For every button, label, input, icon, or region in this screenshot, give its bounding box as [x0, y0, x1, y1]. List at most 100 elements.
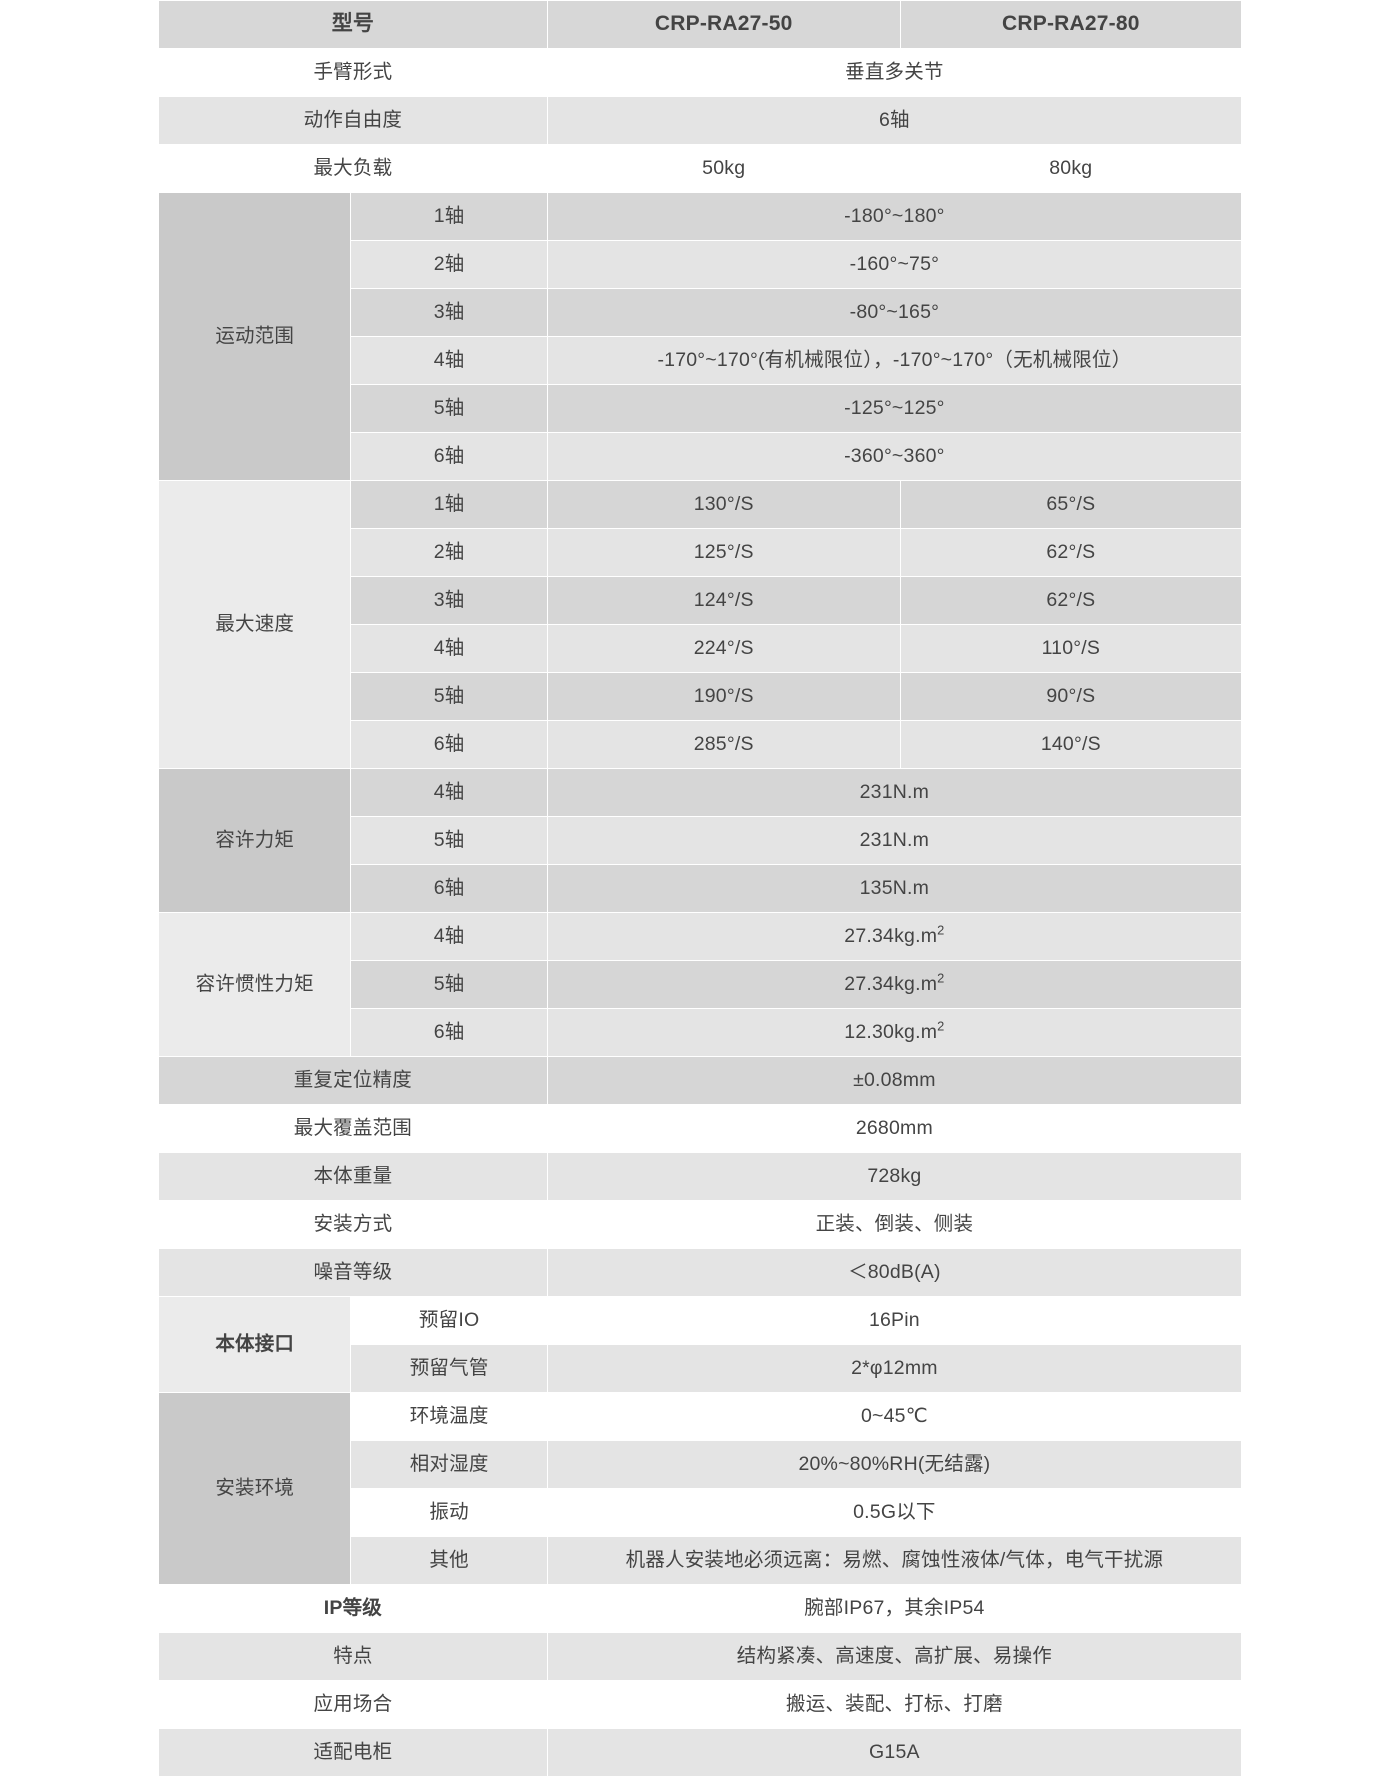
row-label-cabinet: 适配电柜 — [158, 1728, 548, 1777]
value-speed-axis-4-m2: 110°/S — [899, 624, 1243, 673]
table-row: 4轴 224°/S 110°/S — [159, 624, 1243, 673]
value-motion-axis-5: -125°~125° — [546, 384, 1243, 433]
value-motion-axis-2: -160°~75° — [546, 240, 1243, 289]
table-row: 本体重量 728kg — [158, 1152, 1243, 1201]
table-row: 安装环境 环境温度 0~45℃ — [157, 1392, 1243, 1585]
row-value-cabinet: G15A — [546, 1728, 1243, 1777]
sub-label-torque-axis-5: 5轴 — [350, 816, 548, 865]
sub-label-speed-axis-4: 4轴 — [350, 624, 548, 673]
value-speed-axis-2-m1: 125°/S — [546, 528, 901, 577]
sub-label-motion-axis-6: 6轴 — [350, 432, 548, 481]
table-row: 最大负载 50kg 80kg — [158, 144, 1243, 193]
sub-label-speed-axis-3: 3轴 — [350, 576, 548, 625]
value-speed-axis-3-m1: 124°/S — [546, 576, 901, 625]
sub-label-vibration: 振动 — [350, 1488, 548, 1537]
value-reserved-io: 16Pin — [546, 1296, 1243, 1345]
value-speed-axis-3-m2: 62°/S — [899, 576, 1243, 625]
value-inertia-axis-5: 27.34kg.m2 — [546, 960, 1243, 1009]
group-label-max-speed: 最大速度 — [157, 480, 352, 769]
row-value-applications: 搬运、装配、打标、打磨 — [546, 1680, 1243, 1729]
value-inertia-axis-4: 27.34kg.m2 — [546, 912, 1243, 961]
group-label-motion-range: 运动范围 — [157, 192, 352, 481]
sub-label-ambient-temp: 环境温度 — [350, 1392, 548, 1441]
sub-label-speed-axis-6: 6轴 — [350, 720, 548, 769]
sub-label-speed-axis-5: 5轴 — [350, 672, 548, 721]
row-value-arm-type: 垂直多关节 — [546, 48, 1243, 97]
sub-label-motion-axis-5: 5轴 — [350, 384, 548, 433]
sub-label-humidity: 相对湿度 — [350, 1440, 548, 1489]
table-row: 噪音等级 ＜80dB(A) — [158, 1248, 1243, 1297]
table-row: 最大速度 1轴 130°/S 65°/S — [157, 480, 1243, 769]
table-row: 5轴 -125°~125° — [159, 384, 1243, 433]
row-value-payload-1: 50kg — [546, 144, 901, 193]
row-value-repeatability: ±0.08mm — [546, 1056, 1243, 1105]
header-label: 型号 — [158, 0, 548, 49]
sub-label-other: 其他 — [350, 1536, 548, 1585]
table-row: 最大覆盖范围 2680mm — [158, 1104, 1243, 1153]
sub-label-motion-axis-3: 3轴 — [350, 288, 548, 337]
sub-label-inertia-axis-6: 6轴 — [350, 1008, 548, 1057]
value-other: 机器人安装地必须远离：易燃、腐蚀性液体/气体，电气干扰源 — [546, 1536, 1243, 1585]
table-row: 3轴 -80°~165° — [159, 288, 1243, 337]
sub-label-motion-axis-4: 4轴 — [350, 336, 548, 385]
value-inertia-axis-4-sup: 2 — [937, 922, 945, 938]
sub-label-torque-axis-4: 4轴 — [350, 768, 548, 817]
table-row: 2轴 125°/S 62°/S — [159, 528, 1243, 577]
table-row: 5轴 27.34kg.m2 — [159, 960, 1243, 1009]
row-label-arm-type: 手臂形式 — [158, 48, 548, 97]
value-speed-axis-4-m1: 224°/S — [546, 624, 901, 673]
robot-spec-table: 型号 CRP-RA27-50 CRP-RA27-80 手臂形式 垂直多关节 动作… — [157, 0, 1243, 1777]
row-value-noise: ＜80dB(A) — [546, 1248, 1243, 1297]
value-humidity: 20%~80%RH(无结露) — [546, 1440, 1243, 1489]
value-motion-axis-6: -360°~360° — [546, 432, 1243, 481]
value-inertia-axis-6-text: 12.30kg.m — [844, 1021, 938, 1044]
table-row: 特点 结构紧凑、高速度、高扩展、易操作 — [158, 1632, 1243, 1681]
table-row: 本体接口 预留IO 16Pin — [157, 1296, 1243, 1393]
row-label-applications: 应用场合 — [158, 1680, 548, 1729]
group-label-allowed-torque: 容许力矩 — [157, 768, 352, 913]
value-inertia-axis-6-sup: 2 — [937, 1018, 945, 1034]
row-label-mounting: 安装方式 — [158, 1200, 548, 1249]
row-value-ip-rating: 腕部IP67，其余IP54 — [546, 1584, 1243, 1633]
sub-label-inertia-axis-4: 4轴 — [350, 912, 548, 961]
table-row: 其他 机器人安装地必须远离：易燃、腐蚀性液体/气体，电气干扰源 — [159, 1536, 1243, 1585]
value-speed-axis-2-m2: 62°/S — [899, 528, 1243, 577]
table-row: 6轴 135N.m — [159, 864, 1243, 913]
header-model-1: CRP-RA27-50 — [546, 0, 901, 49]
value-speed-axis-1-m1: 130°/S — [546, 480, 901, 529]
sub-label-torque-axis-6: 6轴 — [350, 864, 548, 913]
value-vibration: 0.5G以下 — [546, 1488, 1243, 1537]
group-label-interfaces: 本体接口 — [157, 1296, 352, 1393]
sub-label-speed-axis-2: 2轴 — [350, 528, 548, 577]
row-value-payload-2: 80kg — [899, 144, 1243, 193]
sub-label-motion-axis-1: 1轴 — [350, 192, 548, 241]
value-torque-axis-4: 231N.m — [546, 768, 1243, 817]
row-value-features: 结构紧凑、高速度、高扩展、易操作 — [546, 1632, 1243, 1681]
table-row: 容许力矩 4轴 231N.m — [157, 768, 1243, 913]
group-label-allowed-inertia: 容许惯性力矩 — [157, 912, 352, 1057]
sub-label-reserved-io: 预留IO — [350, 1296, 548, 1345]
value-speed-axis-5-m2: 90°/S — [899, 672, 1243, 721]
row-label-features: 特点 — [158, 1632, 548, 1681]
table-row: 应用场合 搬运、装配、打标、打磨 — [158, 1680, 1243, 1729]
row-label-max-reach: 最大覆盖范围 — [158, 1104, 548, 1153]
table-row: 3轴 124°/S 62°/S — [159, 576, 1243, 625]
group-label-environment: 安装环境 — [157, 1392, 352, 1585]
row-label-repeatability: 重复定位精度 — [158, 1056, 548, 1105]
sub-label-inertia-axis-5: 5轴 — [350, 960, 548, 1009]
value-motion-axis-4: -170°~170°(有机械限位），-170°~170°（无机械限位） — [546, 336, 1243, 385]
sub-label-speed-axis-1: 1轴 — [350, 480, 548, 529]
table-row: 6轴 -360°~360° — [159, 432, 1243, 481]
value-reserved-air: 2*φ12mm — [546, 1344, 1243, 1393]
table-row: 动作自由度 6轴 — [158, 96, 1243, 145]
header-model-2: CRP-RA27-80 — [899, 0, 1243, 49]
table-row: 6轴 12.30kg.m2 — [159, 1008, 1243, 1057]
table-row: 容许惯性力矩 4轴 27.34kg.m2 — [157, 912, 1243, 1057]
value-torque-axis-6: 135N.m — [546, 864, 1243, 913]
row-value-dof: 6轴 — [546, 96, 1243, 145]
row-value-mounting: 正装、倒装、侧装 — [546, 1200, 1243, 1249]
table-row: 相对湿度 20%~80%RH(无结露) — [159, 1440, 1243, 1489]
row-value-max-reach: 2680mm — [546, 1104, 1243, 1153]
value-motion-axis-1: -180°~180° — [546, 192, 1243, 241]
